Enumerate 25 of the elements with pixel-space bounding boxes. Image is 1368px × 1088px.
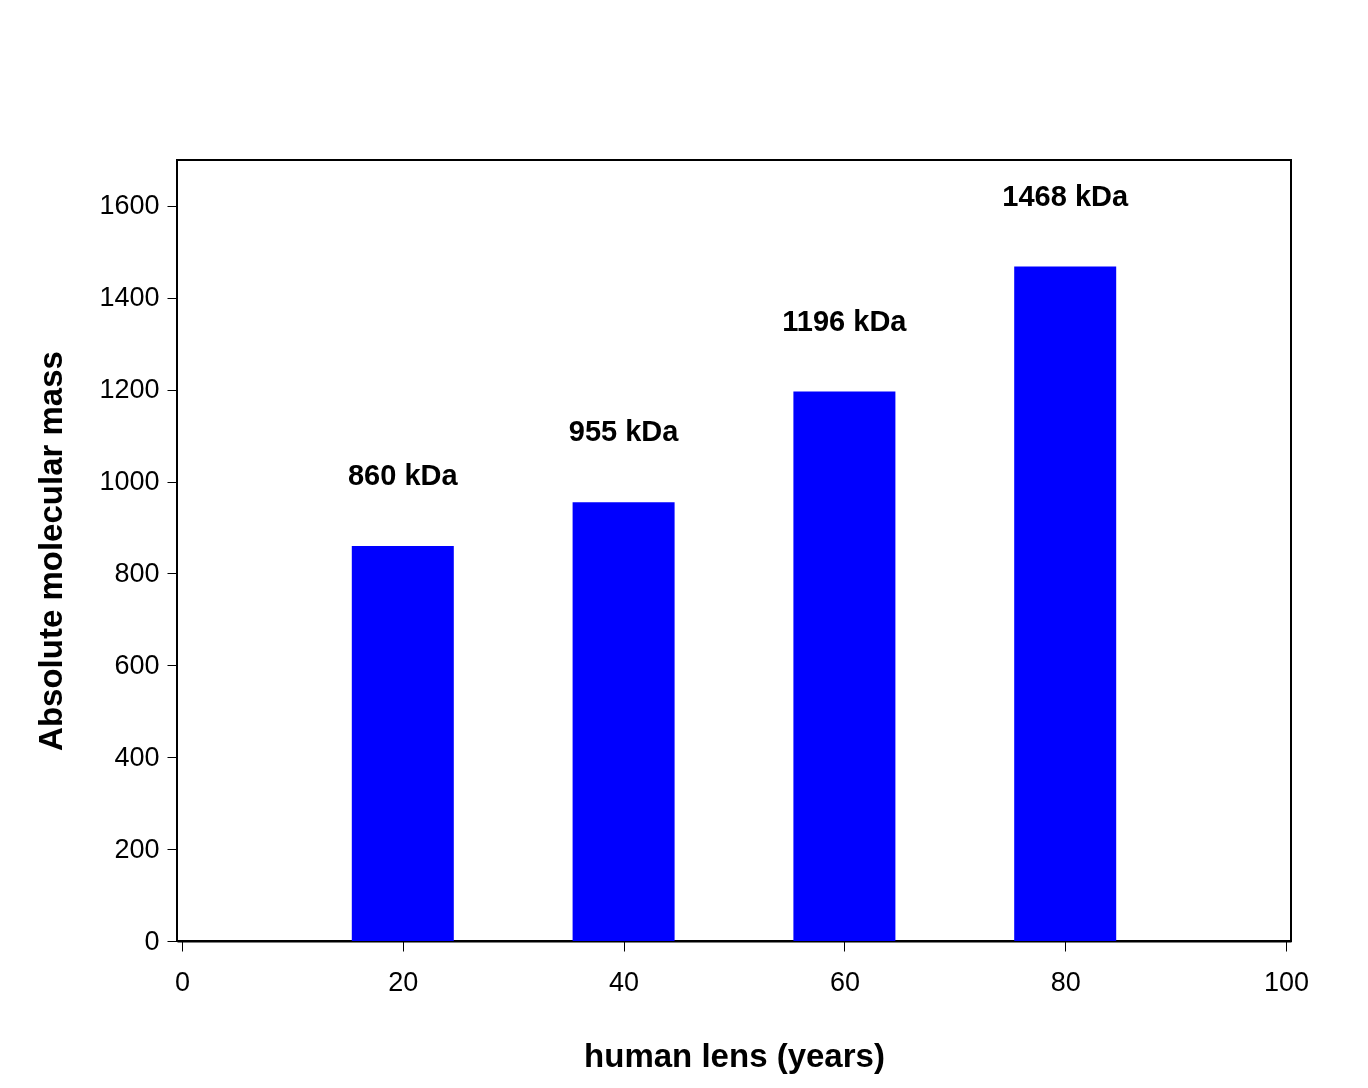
y-tick-label: 600 xyxy=(114,649,160,680)
bar xyxy=(793,391,896,941)
y-axis-title: Absolute molecular mass xyxy=(32,351,70,751)
y-tick-label: 1200 xyxy=(99,374,160,405)
y-tick-label: 0 xyxy=(144,925,160,956)
data-label: 955 kDa xyxy=(568,415,680,448)
data-label: 860 kDa xyxy=(347,458,459,491)
data-label: 1196 kDa xyxy=(782,304,908,337)
y-tick-label: 1600 xyxy=(99,190,160,221)
y-tick-label: 200 xyxy=(114,833,160,864)
y-tick-label: 400 xyxy=(114,741,160,772)
bar xyxy=(351,545,454,941)
x-axis-title: human lens (years) xyxy=(584,1036,885,1074)
x-tick-label: 60 xyxy=(829,966,860,997)
x-tick-label: 0 xyxy=(174,966,191,997)
bar xyxy=(572,502,675,941)
y-tick-label: 1400 xyxy=(99,282,160,313)
y-tick-label: 800 xyxy=(114,557,160,588)
data-label: 1468 kDa xyxy=(1002,179,1129,212)
y-tick-label: 1000 xyxy=(99,466,160,497)
bar xyxy=(1014,266,1117,941)
x-tick-label: 100 xyxy=(1263,966,1310,997)
x-tick-label: 40 xyxy=(609,966,640,997)
x-tick-label: 20 xyxy=(388,966,419,997)
x-tick-label: 80 xyxy=(1050,966,1081,997)
